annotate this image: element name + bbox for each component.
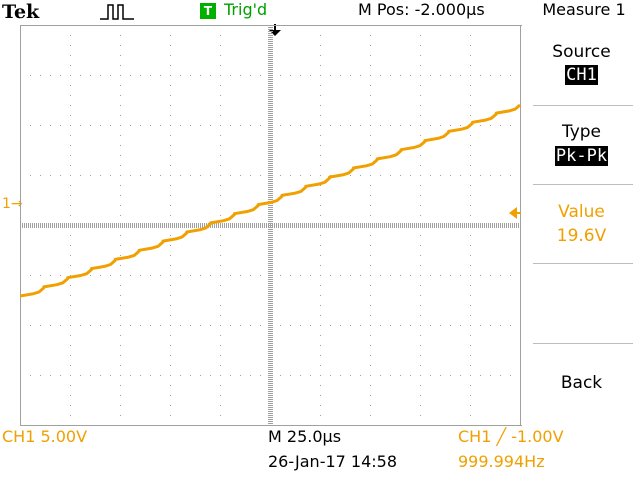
pulse-run-icon [100, 4, 134, 20]
type-value: Pk-Pk [554, 146, 609, 166]
datetime: 26-Jan-17 14:58 [268, 452, 398, 471]
trigger-status: Trig'd [224, 0, 268, 19]
menu-title: Measure 1 [542, 0, 626, 19]
ch1-waveform-trace [20, 103, 521, 298]
value-reading: 19.6V [556, 226, 607, 246]
brand-logo: Tek [2, 1, 40, 23]
trigger-status-badge: T [200, 3, 216, 19]
menu-item-type[interactable]: Type Pk-Pk [523, 106, 640, 184]
type-label: Type [561, 122, 602, 142]
source-value: CH1 [565, 65, 598, 85]
channel-scale: CH1 5.00V [2, 427, 88, 446]
source-label: Source [552, 42, 611, 62]
trigger-level-arrow-icon [509, 207, 521, 219]
back-button[interactable]: Back [523, 344, 640, 424]
menu-divider [533, 263, 633, 264]
menu-item-source[interactable]: Source CH1 [523, 25, 640, 105]
measure-side-menu: Source CH1 Type Pk-Pk Value 19.6V Back [523, 25, 640, 426]
menu-item-value: Value 19.6V [523, 185, 640, 263]
menu-divider [533, 105, 633, 106]
horizontal-position: M Pos: -2.000µs [358, 0, 485, 19]
back-label: Back [560, 373, 603, 393]
channel1-ground-marker: 1→ [2, 196, 23, 212]
trigger-setting: CH1 ╱ -1.00V [458, 427, 564, 446]
waveform-display [20, 25, 522, 426]
menu-divider [533, 184, 633, 185]
timebase: M 25.0µs [268, 427, 342, 446]
value-label: Value [558, 202, 605, 222]
menu-divider [533, 343, 633, 344]
frequency-readout: 999.994Hz [458, 452, 545, 471]
graticule [20, 25, 522, 426]
